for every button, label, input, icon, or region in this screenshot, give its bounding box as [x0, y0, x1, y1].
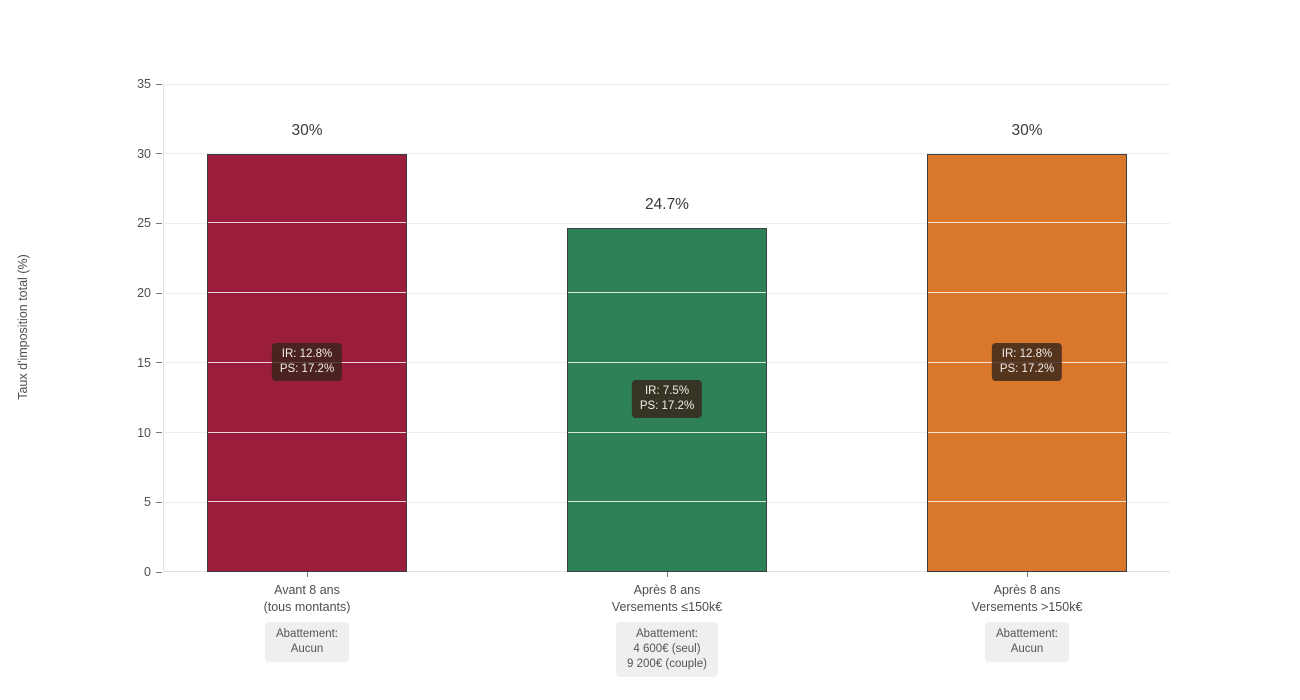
x-label-line: Avant 8 ans: [274, 583, 340, 597]
annotation-line: IR: 12.8%: [281, 347, 333, 360]
x-label-line: Versements >150k€: [971, 599, 1083, 614]
annotation-line: IR: 12.8%: [1001, 347, 1053, 360]
y-tick-label-5: 5: [144, 495, 151, 510]
bar-annotation-1: IR: 12.8% PS: 17.2%: [271, 342, 343, 381]
x-tick-label-3: Après 8 ans Versements >150k€: [897, 582, 1157, 615]
bar-gridline-5: [208, 501, 406, 503]
footnote-line: 4 600€ (seul): [633, 643, 701, 655]
footnote-line: Aucun: [290, 643, 324, 655]
footnote-line: Abattement:: [995, 628, 1059, 640]
plot-area: IR: 12.8% PS: 17.2% 30% IR: 7.5% PS: 17.2% 24…: [163, 83, 1170, 572]
y-tick-mark-5: [156, 501, 162, 503]
gridline-30: [163, 153, 1170, 155]
bar-annotation-2: IR: 7.5% PS: 17.2%: [631, 379, 703, 418]
y-tick-label-15: 15: [137, 355, 151, 370]
footnote-box-1: Abattement: Aucun: [264, 622, 350, 662]
bar-2: IR: 7.5% PS: 17.2%: [567, 227, 767, 572]
gridline-25: [163, 222, 1170, 224]
annotation-line: PS: 17.2%: [639, 399, 695, 412]
bar-gridline-20: [568, 292, 766, 294]
y-tick-mark-30: [156, 153, 162, 155]
annotation-line: IR: 7.5%: [644, 384, 690, 397]
bar-value-label-3: 30%: [1011, 121, 1043, 139]
y-tick-mark-25: [156, 222, 162, 224]
footnote-line: Aucun: [1010, 643, 1044, 655]
bar-1: IR: 12.8% PS: 17.2%: [207, 153, 407, 572]
y-tick-mark-0: [156, 571, 162, 573]
footnote-line: Abattement:: [635, 628, 699, 640]
y-tick-label-10: 10: [137, 425, 151, 440]
y-tick-label-30: 30: [137, 146, 151, 161]
annotation-line: PS: 17.2%: [279, 362, 335, 375]
footnote-box-2: Abattement: 4 600€ (seul) 9 200€ (couple): [616, 622, 718, 677]
x-tick-label-2: Après 8 ans Versements ≤150k€: [537, 582, 797, 615]
y-axis-line: [163, 84, 164, 572]
x-label-line: (tous montants): [263, 599, 351, 614]
y-axis-title: Taux d'imposition total (%): [16, 254, 30, 400]
y-tick-label-35: 35: [137, 77, 151, 91]
bar-gridline-5: [928, 501, 1126, 503]
bar-gridline-25: [208, 222, 406, 224]
bar-annotation-3: IR: 12.8% PS: 17.2%: [991, 342, 1063, 381]
bar-3: IR: 12.8% PS: 17.2%: [927, 153, 1127, 572]
y-tick-mark-10: [156, 432, 162, 434]
footnote-box-3: Abattement: Aucun: [984, 622, 1070, 662]
y-tick-mark-35: [156, 83, 162, 85]
bar-gridline-10: [208, 431, 406, 433]
footnote-line: 9 200€ (couple): [627, 658, 707, 670]
y-tick-mark-15: [156, 362, 162, 364]
y-tick-label-0: 0: [144, 565, 151, 579]
x-label-line: Après 8 ans: [633, 583, 701, 597]
footnote-line: Abattement:: [275, 628, 339, 640]
y-tick-label-25: 25: [137, 216, 151, 231]
bar-value-label-2: 24.7%: [645, 195, 689, 213]
x-tick-mark-2: [666, 572, 668, 577]
bar-gridline-20: [928, 292, 1126, 294]
x-tick-mark-3: [1026, 572, 1028, 577]
bar-gridline-10: [568, 431, 766, 433]
x-tick-mark-1: [306, 572, 308, 577]
y-tick-label-20: 20: [137, 286, 151, 301]
x-label-line: Après 8 ans: [993, 583, 1061, 597]
bar-gridline-15: [568, 361, 766, 363]
y-tick-mark-20: [156, 292, 162, 294]
bar-gridline-20: [208, 292, 406, 294]
x-tick-label-1: Avant 8 ans (tous montants): [177, 582, 437, 615]
bar-value-label-1: 30%: [291, 121, 323, 139]
annotation-line: PS: 17.2%: [999, 362, 1055, 375]
x-label-line: Versements ≤150k€: [611, 599, 723, 614]
bar-gridline-25: [928, 222, 1126, 224]
gridline-35: [163, 83, 1170, 85]
bar-gridline-5: [568, 501, 766, 503]
bar-gridline-10: [928, 431, 1126, 433]
